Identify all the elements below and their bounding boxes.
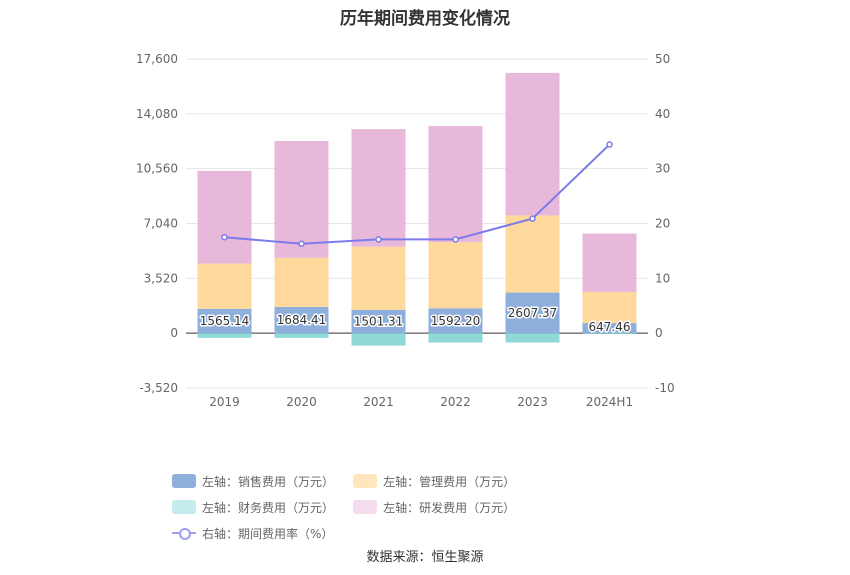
chart-title: 历年期间费用变化情况 — [340, 9, 510, 29]
bar-finance — [505, 333, 560, 343]
x-tick-label: 2021 — [363, 395, 394, 409]
labels-layer: 1565.14 1684.41 1501.31 1592.20 2607.37 647.4… — [198, 304, 632, 335]
y-right-tick-label: 10 — [655, 271, 670, 285]
data-label-sales: 2607.37 — [508, 306, 558, 320]
bar-rnd — [274, 141, 329, 258]
legend-label-admin: 左轴：管理费用（万元） — [383, 474, 516, 489]
y-left-tick-label: 3,520 — [144, 271, 178, 285]
grid-layer — [186, 58, 648, 389]
bar-admin — [197, 263, 252, 309]
bar-admin — [428, 242, 483, 309]
data-label-sales: 1565.14 — [200, 314, 250, 328]
x-tick-label: 2020 — [286, 395, 317, 409]
bar-sales — [351, 309, 406, 334]
bar-sales — [505, 292, 560, 334]
y-right-tick-label: 20 — [655, 217, 670, 231]
bar-finance — [582, 333, 637, 334]
bar-admin — [582, 291, 637, 324]
legend-swatch-sales — [172, 474, 196, 488]
legend-label-rate: 右轴：期间费用率（%） — [202, 526, 334, 541]
data-label-sales: 1592.20 — [431, 314, 481, 328]
bar-finance — [428, 333, 483, 343]
source-note: 数据来源：恒生聚源 — [366, 550, 484, 565]
legend-line-rate-icon — [172, 526, 196, 540]
data-label-sales: 1501.31 — [354, 314, 404, 328]
legend-item-sales[interactable]: 左轴：销售费用（万元） — [172, 472, 334, 490]
bar-finance — [274, 333, 329, 338]
y-right-tick-label: 50 — [655, 52, 670, 66]
point-rate — [221, 233, 228, 241]
y-left-tick-label: -3,520 — [139, 381, 178, 395]
legend-item-rate[interactable]: 右轴：期间费用率（%） — [172, 524, 333, 542]
legend-label-finance: 左轴：财务费用（万元） — [202, 500, 335, 515]
bar-admin — [274, 257, 329, 307]
bar-admin — [351, 246, 406, 310]
legend-swatch-admin — [353, 474, 378, 488]
point-rate — [375, 236, 382, 243]
legend-swatch-finance — [172, 500, 196, 514]
bar-rnd — [505, 72, 560, 216]
bar-rnd — [197, 170, 252, 264]
y-left-tick-label: 14,080 — [136, 107, 178, 121]
x-tick-label: 2024H1 — [586, 395, 633, 409]
bar-rnd — [428, 126, 483, 243]
bar-sales — [428, 308, 483, 334]
point-rate — [298, 240, 305, 248]
data-label-sales: 1684.41 — [277, 313, 327, 327]
y-left-tick-label: 10,560 — [136, 162, 178, 176]
legend-label-rnd: 左轴：研发费用（万元） — [383, 500, 516, 515]
legend-label-sales: 左轴：销售费用（万元） — [202, 474, 335, 489]
y-right-tick-label: -10 — [655, 381, 675, 395]
x-tick-label: 2019 — [209, 395, 240, 409]
axis-layer: -3,520 0 3,520 7,040 10,560 14,080 17,600 -10 0 1… — [136, 52, 675, 409]
legend-item-finance[interactable]: 左轴：财务费用（万元） — [172, 498, 334, 516]
bar-finance — [351, 333, 406, 346]
bars-layer — [197, 72, 637, 346]
line-rate — [224, 143, 611, 245]
bar-finance — [197, 333, 252, 338]
y-right-tick-label: 0 — [655, 326, 663, 340]
y-right-tick-label: 30 — [655, 162, 670, 176]
x-tick-label: 2023 — [517, 395, 548, 409]
y-left-tick-label: 7,040 — [144, 217, 178, 231]
data-label-sales: 647.46 — [589, 320, 631, 334]
legend: 左轴：销售费用（万元） 左轴：管理费用（万元） 左轴：财务费用（万元） 左轴：研… — [172, 472, 692, 550]
point-rate — [606, 141, 613, 148]
x-tick-label: 2022 — [440, 395, 471, 409]
y-right-tick-label: 40 — [655, 107, 670, 121]
bar-rnd — [351, 129, 406, 247]
line-layer — [221, 141, 613, 248]
legend-item-rnd[interactable]: 左轴：研发费用（万元） — [353, 498, 515, 516]
bar-sales — [582, 323, 637, 334]
bar-rnd — [582, 233, 637, 292]
point-rate — [529, 215, 536, 222]
point-rate — [452, 236, 459, 243]
legend-swatch-rnd — [353, 500, 378, 514]
y-left-tick-label: 0 — [170, 326, 178, 340]
bar-sales — [197, 308, 252, 334]
bar-admin — [505, 215, 560, 293]
y-left-tick-label: 17,600 — [136, 52, 178, 66]
legend-item-admin[interactable]: 左轴：管理费用（万元） — [353, 472, 515, 490]
bar-sales — [274, 306, 329, 334]
